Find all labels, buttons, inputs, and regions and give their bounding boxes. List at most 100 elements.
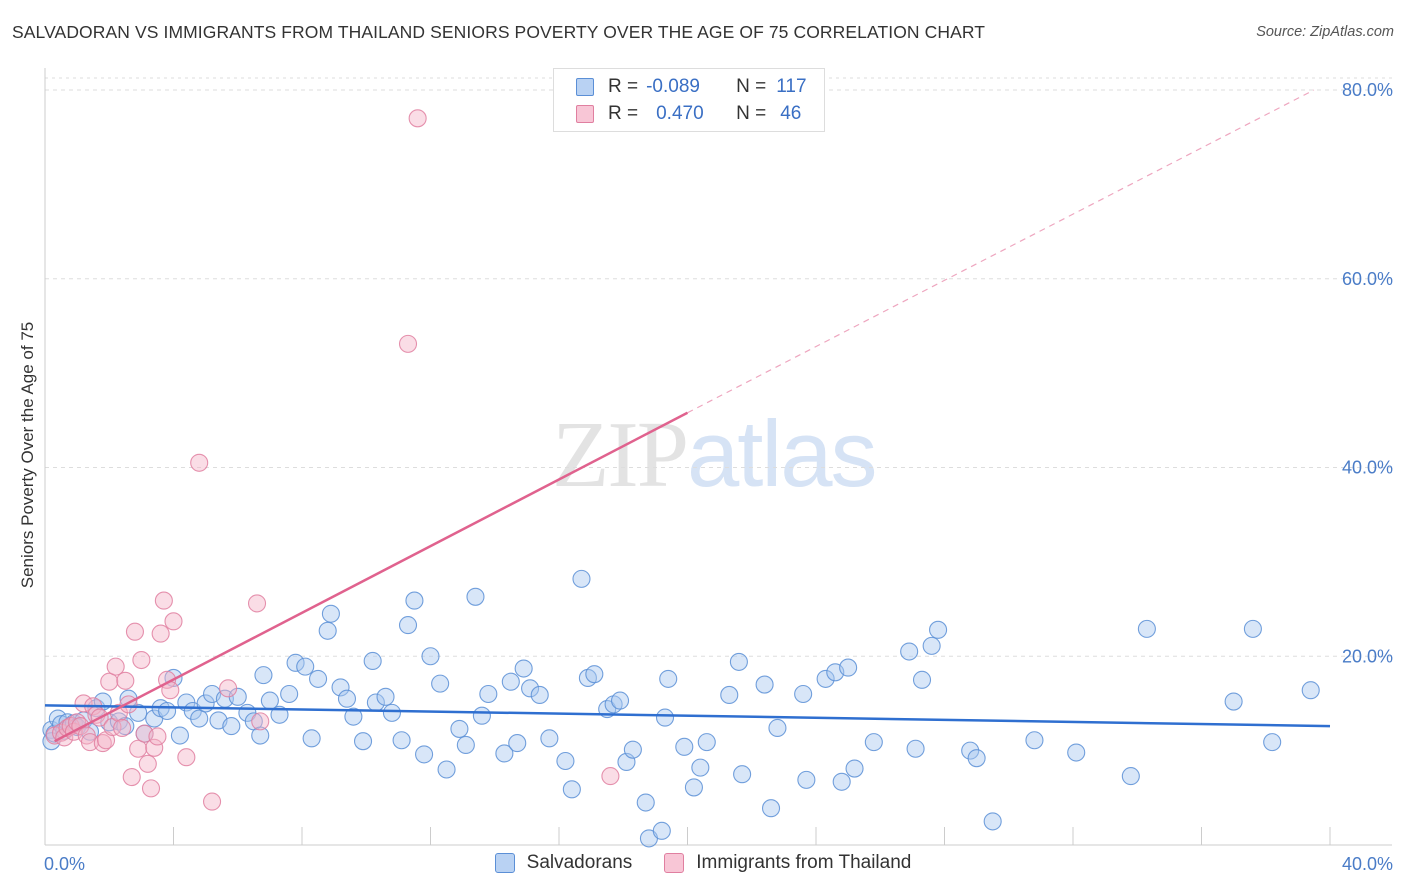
salvadoran-point [733,765,752,784]
r-value: 0.470 [656,103,704,124]
thailand-point [145,738,164,757]
salvadoran-point [392,731,411,750]
salvadoran-point [508,734,527,753]
salvadoran-point [421,647,440,666]
salvadorans-swatch [576,78,594,96]
salvadoran-point [530,685,549,704]
y-tick-label: 20.0% [1342,646,1393,666]
salvadoran-point [286,653,305,672]
salvadoran-point [296,657,315,676]
salvadoran-point [405,591,424,610]
salvadoran-point [720,685,739,704]
salvadoran-point [675,737,694,756]
salvadoran-point [415,745,434,764]
salvadoran-point [922,636,941,655]
salvadoran-point [900,642,919,661]
salvadoran-point [636,793,655,812]
watermark-atlas: atlas [687,401,878,506]
thailand-point [154,591,173,610]
salvadoran-point [280,684,299,704]
salvadoran-point [514,659,533,678]
salvadoran-point [768,718,787,738]
legend-item-salvadorans[interactable]: Salvadorans [494,852,632,874]
thailand-point [113,718,132,738]
salvadoran-point [755,675,774,694]
x-tick-label: 40.0% [1342,854,1393,874]
thailand-point [408,109,427,128]
salvadoran-point [572,569,591,588]
thailand-trendline-extension [687,89,1315,414]
salvadoran-point [652,821,671,840]
salvadoran-point [864,733,883,752]
thailand-point [151,624,170,643]
salvadoran-point [337,689,357,708]
thailand-point [251,712,270,731]
thailand-point [122,767,141,787]
salvadoran-point [321,604,340,623]
n-value: 46 [780,103,802,124]
thailand-point [129,739,148,758]
y-tick-label: 60.0% [1342,269,1393,289]
thailand-point [203,792,222,811]
stats-row-thailand: R = 0.470 N = 46 [576,100,801,128]
thailand-point [80,733,100,752]
salvadoran-point [556,751,575,771]
salvadoran-point [967,749,986,768]
salvadoran-point [1243,619,1262,638]
salvadoran-point [684,778,703,797]
thailand-point [141,779,161,798]
salvadoran-point [479,684,498,704]
thailand-point [190,453,209,472]
r-label: R = [608,103,639,124]
salvadoran-point [472,706,491,725]
salvadoran-point [170,726,189,745]
y-tick-label: 40.0% [1342,458,1393,478]
thailand-point [100,672,119,691]
salvadoran-point [363,651,382,671]
salvadoran-point [254,666,273,685]
salvadoran-point [697,733,716,752]
salvadoran-point [251,726,270,745]
thailand-point [132,650,151,670]
salvadoran-point [794,684,813,704]
bottom-legend: Salvadorans Immigrants from Thailand [0,852,1406,874]
thailand-point [125,622,144,641]
legend-item-thailand[interactable]: Immigrants from Thailand [664,852,911,874]
salvadoran-point [344,707,363,726]
thailand-point [601,767,620,786]
salvadoran-point [691,758,710,777]
thailand-point [398,334,418,353]
watermark: ZIPatlas [552,400,878,509]
salvadoran-point [1025,731,1044,750]
salvadoran-point [845,759,864,778]
salvadoran-point [761,799,781,818]
salvadoran-point [1224,692,1243,711]
salvadoran-point [832,772,851,791]
salvadoran-point [318,621,337,640]
thailand-point [247,594,267,613]
thailand-legend-swatch [664,853,685,873]
watermark-zip: ZIP [552,403,689,507]
salvadoran-point [270,705,289,724]
y-tick-label: 80.0% [1342,80,1393,100]
salvadoran-point [495,744,514,763]
salvadoran-point [610,691,630,710]
salvadoran-point [353,732,373,751]
n-label: N = [736,76,767,97]
salvadoran-point [398,616,418,635]
salvadoran-point [376,687,395,706]
salvadoran-point [1121,767,1140,786]
salvadoran-point [431,674,450,693]
salvadoran-point [190,709,209,728]
salvadoran-point [961,741,980,760]
salvadoran-point [222,717,241,736]
salvadoran-point [158,701,177,721]
salvadoran-point [929,620,948,639]
salvadoran-point [540,729,559,748]
thailand-point [93,734,112,753]
salvadoran-point [501,672,520,691]
chart-title: SALVADORAN VS IMMIGRANTS FROM THAILAND S… [12,22,986,42]
salvadoran-point [906,739,925,758]
salvadoran-point [816,669,835,688]
